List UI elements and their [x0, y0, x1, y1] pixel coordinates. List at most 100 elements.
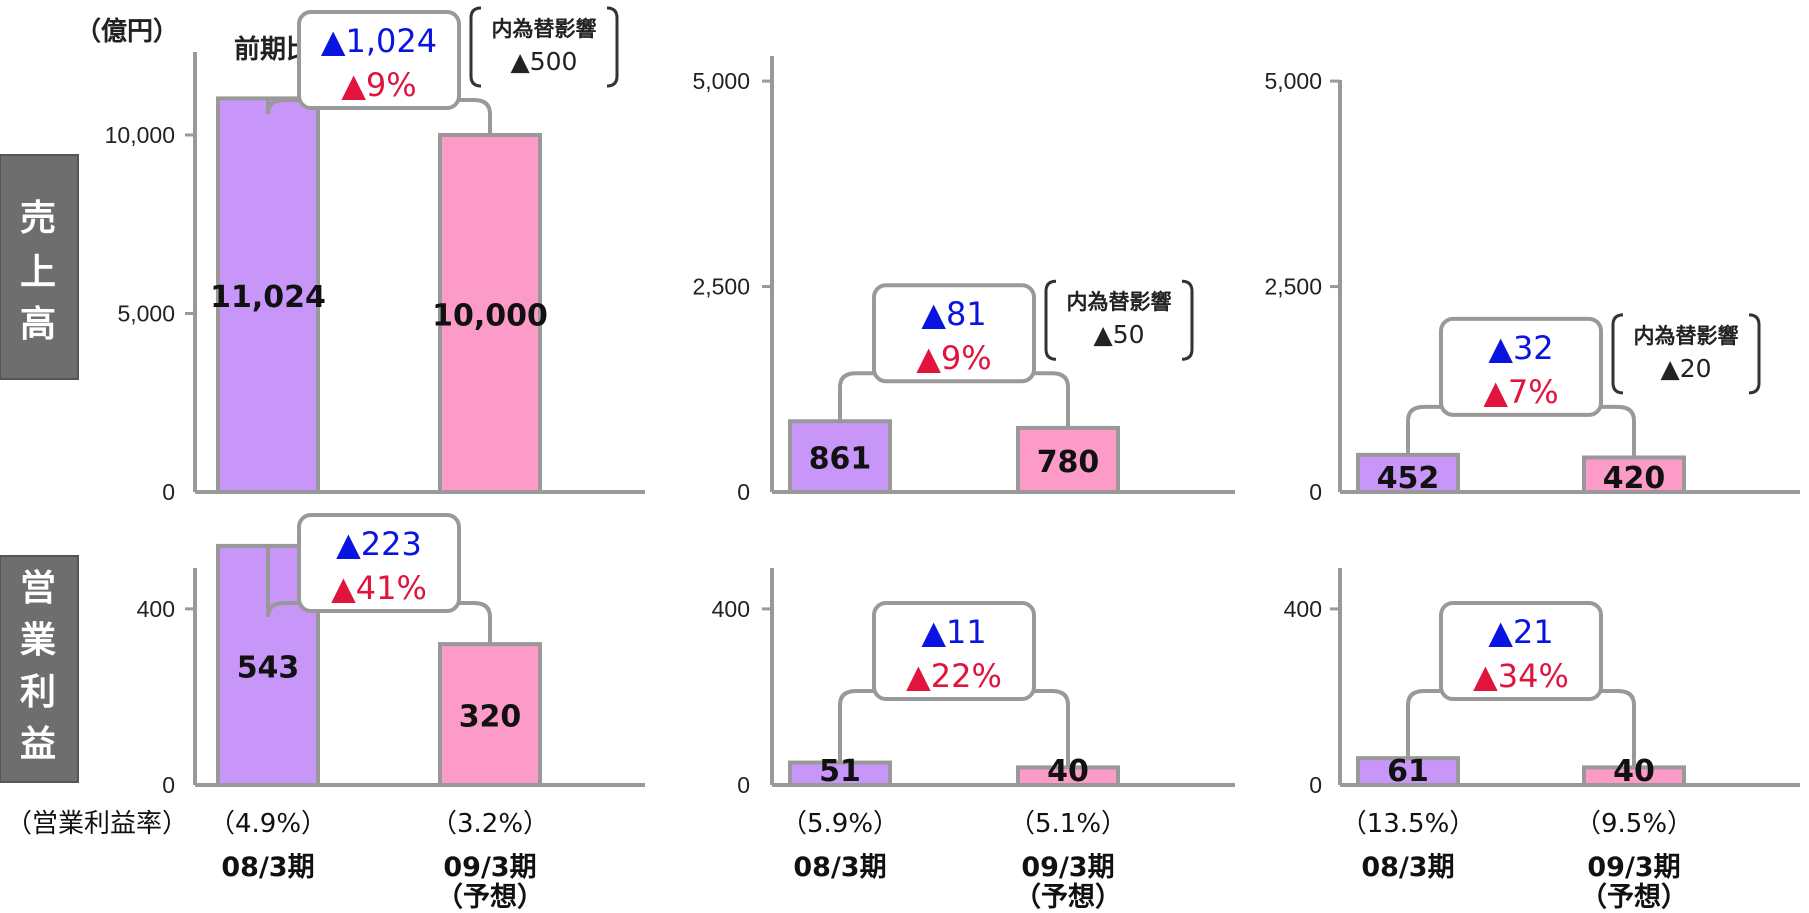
bar: [1016, 425, 1120, 495]
comparison-diff: ▲223: [336, 525, 422, 563]
comparison-pct: ▲34%: [1473, 657, 1569, 695]
op-margin: （9.5%）: [1575, 809, 1693, 839]
op-margin: （13.5%）: [1341, 809, 1476, 839]
fx-effect-label: 内為替影響: [1634, 324, 1739, 348]
category-label: 08/3期: [1361, 852, 1454, 883]
comparison-pct: ▲7%: [1483, 373, 1558, 411]
sales-row-label-char: 上: [20, 252, 56, 293]
comparison-connector: [838, 689, 874, 763]
chart-panels: 0 5,000 10,000 11,024 10,000 ▲1,024 ▲9% 内為替影響 ▲5…: [105, 6, 1800, 913]
op-margin: （5.1%）: [1009, 809, 1127, 839]
bar-value-label: 543: [237, 650, 300, 685]
bar-value-label: 61: [1387, 754, 1429, 789]
bar: [788, 419, 892, 494]
comparison-connector: [1601, 689, 1636, 768]
sales-row-label-char: 売: [20, 198, 56, 239]
y-tick-label: 400: [137, 596, 175, 622]
comparison-connector: [838, 371, 874, 422]
y-tick-label: 5,000: [1264, 68, 1322, 94]
op-profit-row-label-char: 営: [20, 568, 56, 609]
fx-bracket-left: [1611, 313, 1624, 395]
comparison-box: [872, 601, 1036, 701]
category-label: 09/3期: [443, 852, 536, 883]
category-label: 09/3期: [1587, 852, 1680, 883]
bar: [216, 96, 320, 494]
fx-bracket-right: [1748, 313, 1761, 395]
comparison-diff: ▲11: [921, 613, 986, 651]
op-margin: （4.9%）: [209, 809, 327, 839]
category-label: 08/3期: [793, 852, 886, 883]
comparison-diff: ▲32: [1488, 329, 1553, 367]
fx-effect-value: ▲500: [511, 47, 578, 76]
y-tick-label: 5,000: [692, 68, 750, 94]
comparison-box: [297, 513, 461, 613]
op-margin-row-label: （営業利益率）: [6, 809, 188, 839]
bar-value-label: 452: [1377, 461, 1440, 496]
comparison-connector: [266, 98, 299, 115]
category-sub-label: （予想）: [1014, 882, 1122, 913]
y-tick-label: 0: [1309, 772, 1322, 798]
comparison-diff: ▲1,024: [321, 22, 437, 60]
bar-value-label: 10,000: [432, 298, 548, 333]
y-tick-label: 400: [1284, 596, 1322, 622]
fx-bracket-left: [469, 6, 482, 88]
y-tick-label: 2,500: [692, 274, 750, 300]
fx-effect-label: 内為替影響: [1067, 290, 1172, 314]
op-profit-row-label-char: 業: [20, 620, 56, 661]
category-label: 08/3期: [221, 852, 314, 883]
op-profit-row-label-char: 益: [20, 724, 56, 765]
chart-panel: 0 2,500 5,000 861 780 ▲81 ▲9% 内為替影響 ▲50: [692, 56, 1235, 505]
bar-value-label: 780: [1037, 445, 1100, 480]
fx-effect-value: ▲20: [1660, 354, 1711, 383]
comparison-connector: [1601, 404, 1636, 458]
comparison-connector: [459, 98, 492, 135]
op-profit-row-label-char: 利: [20, 672, 56, 713]
comparison-diff: ▲21: [1488, 613, 1553, 651]
y-tick-label: 0: [162, 772, 175, 798]
comparison-pct: ▲9%: [916, 339, 991, 377]
y-tick-label: 2,500: [1264, 274, 1322, 300]
sales-row-label-char: 高: [20, 304, 56, 345]
fx-effect-value: ▲50: [1093, 320, 1144, 349]
y-tick-label: 5,000: [117, 300, 175, 326]
y-tick-label: 0: [737, 772, 750, 798]
fx-bracket-right: [1181, 279, 1194, 361]
comparison-connector: [1406, 689, 1441, 759]
comparison-box: [1439, 601, 1603, 701]
category-sub-label: （予想）: [436, 882, 544, 913]
comparison-box: [1439, 316, 1603, 417]
y-tick-label: 400: [712, 596, 750, 622]
comparison-box: [297, 10, 461, 110]
sales-row-label: 売 上 高: [0, 154, 79, 380]
bar-value-label: 320: [459, 700, 522, 735]
comparison-box: [872, 283, 1036, 384]
comparison-connector: [1034, 371, 1070, 428]
category-sub-label: （予想）: [1580, 882, 1688, 913]
chart-panel: 0 2,500 5,000 452 420 ▲32 ▲7% 内為替影響 ▲20: [1264, 68, 1800, 505]
fx-bracket-left: [1044, 279, 1057, 361]
comparison-pct: ▲22%: [906, 657, 1002, 695]
op-margin: （3.2%）: [431, 809, 549, 839]
y-tick-label: 0: [1309, 479, 1322, 505]
comparison-pct: ▲9%: [341, 66, 416, 104]
chart-panel: 0 400 543 320 ▲223 ▲41% （4.9%） （3.2%） 08/3期 09/3期…: [137, 513, 645, 913]
y-tick-label: 0: [162, 479, 175, 505]
comparison-pct: ▲41%: [331, 569, 427, 607]
bar-value-label: 11,024: [210, 280, 326, 315]
comparison-connector: [459, 601, 492, 645]
op-profit-row-label: 営 業 利 益: [0, 555, 79, 783]
bar: [1356, 452, 1460, 495]
op-margin: （5.9%）: [781, 809, 899, 839]
bar-value-label: 420: [1603, 461, 1666, 496]
fx-effect-label: 内為替影響: [492, 17, 597, 41]
comparison-connector: [1034, 689, 1070, 768]
fx-bracket-right: [606, 6, 619, 88]
category-label: 09/3期: [1021, 852, 1114, 883]
comparison-connector: [266, 545, 299, 618]
unit-label: （億円）: [75, 17, 179, 47]
bar-value-label: 861: [809, 442, 872, 477]
comparison-diff: ▲81: [921, 295, 986, 333]
y-tick-label: 0: [737, 479, 750, 505]
